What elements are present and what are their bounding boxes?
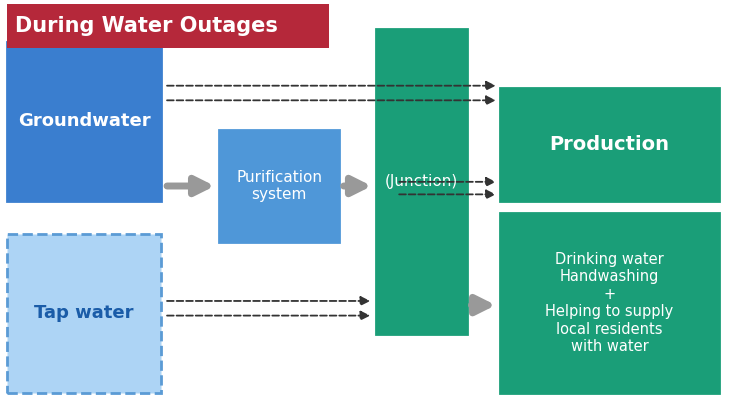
- FancyBboxPatch shape: [500, 88, 719, 201]
- FancyBboxPatch shape: [219, 130, 339, 242]
- Text: During Water Outages: During Water Outages: [15, 16, 277, 36]
- FancyBboxPatch shape: [7, 42, 161, 201]
- Text: Groundwater: Groundwater: [18, 112, 150, 130]
- FancyBboxPatch shape: [376, 29, 467, 334]
- Text: Drinking water
Handwashing
+
Helping to supply
local residents
with water: Drinking water Handwashing + Helping to …: [545, 252, 674, 354]
- FancyBboxPatch shape: [7, 234, 161, 393]
- FancyBboxPatch shape: [7, 4, 328, 48]
- Text: Production: Production: [550, 135, 669, 154]
- Text: Tap water: Tap water: [34, 304, 134, 323]
- Text: Purification
system: Purification system: [237, 170, 322, 202]
- FancyBboxPatch shape: [500, 213, 719, 393]
- Text: (Junction): (Junction): [385, 174, 458, 189]
